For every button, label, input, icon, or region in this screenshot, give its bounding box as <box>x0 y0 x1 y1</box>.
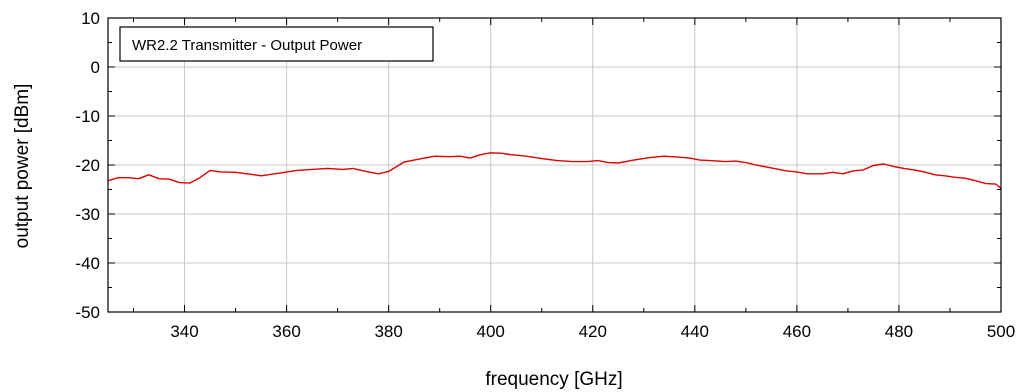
y-axis-title: output power [dBm] <box>12 84 33 249</box>
x-tick-label: 340 <box>170 322 198 341</box>
x-axis-title: frequency [GHz] <box>485 369 622 390</box>
y-tick-label: -30 <box>75 205 100 224</box>
tick-labels: 340 360 380 400 420 440 460 480 500 -50 -40 -30 -20 -… <box>75 9 1015 341</box>
y-tick-label: 0 <box>91 58 100 77</box>
chart-title: WR2.2 Transmitter - Output Power <box>132 37 362 54</box>
x-tick-label: 380 <box>374 322 402 341</box>
x-tick-label: 420 <box>579 322 607 341</box>
y-tick-label: 10 <box>81 9 100 28</box>
x-tick-label: 480 <box>885 322 913 341</box>
y-tick-label: -10 <box>75 107 100 126</box>
x-tick-label: 400 <box>477 322 505 341</box>
data-layer <box>107 152 1002 190</box>
series-line-output-power <box>107 152 1002 190</box>
y-tick-label: -50 <box>75 303 100 322</box>
legend-box <box>119 26 434 62</box>
grid-lines <box>108 18 1002 312</box>
x-tick-label: 360 <box>272 322 300 341</box>
axis-ticks <box>108 17 1002 313</box>
x-tick-label: 500 <box>987 322 1015 341</box>
legend: WR2.2 Transmitter - Output Power <box>119 26 434 62</box>
y-tick-label: -20 <box>75 156 100 175</box>
x-tick-label: 440 <box>681 322 709 341</box>
x-tick-label: 460 <box>783 322 811 341</box>
y-tick-label: -40 <box>75 254 100 273</box>
